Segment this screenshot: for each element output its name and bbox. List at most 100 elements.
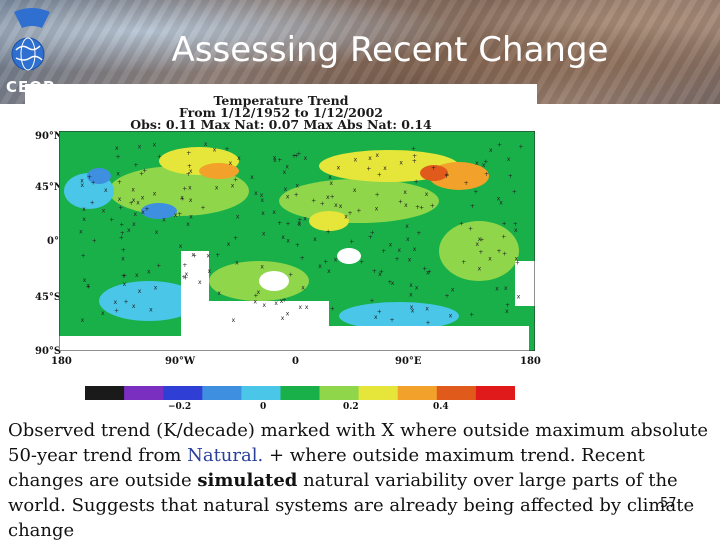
map-patch (141, 203, 177, 219)
significance-mark: + (157, 154, 162, 161)
significance-mark: + (282, 297, 287, 304)
significance-mark: x (155, 229, 159, 236)
significance-mark: + (225, 146, 230, 153)
significance-mark: + (348, 210, 353, 217)
significance-mark: x (189, 168, 193, 175)
significance-mark: x (272, 209, 276, 216)
significance-mark: x (378, 271, 382, 278)
significance-mark: x (499, 200, 503, 207)
significance-mark: x (250, 174, 254, 181)
significance-mark: x (127, 227, 131, 234)
significance-mark: + (370, 298, 375, 305)
lat-label: 45°S (35, 292, 62, 303)
caption-simulated: simulated (197, 470, 298, 491)
significance-mark: x (132, 303, 136, 310)
significance-mark: x (86, 283, 90, 290)
significance-mark: + (323, 258, 328, 265)
page-title: Assessing Recent Change (171, 30, 609, 70)
significance-mark: + (186, 171, 191, 178)
significance-mark: + (295, 242, 300, 249)
significance-mark: + (330, 194, 335, 201)
significance-mark: + (390, 317, 395, 324)
significance-mark: + (483, 158, 488, 165)
significance-mark: + (366, 166, 371, 173)
significance-mark: x (189, 213, 193, 220)
significance-mark: x (118, 196, 122, 203)
colorbar-cell (358, 386, 399, 400)
significance-mark: + (464, 180, 469, 187)
significance-mark: x (229, 160, 233, 167)
significance-mark: x (283, 169, 287, 176)
significance-mark: + (124, 298, 129, 305)
significance-mark: + (444, 171, 449, 178)
significance-mark: + (91, 179, 96, 186)
significance-mark: + (359, 259, 364, 266)
significance-mark: x (330, 180, 334, 187)
significance-mark: + (484, 171, 489, 178)
significance-mark: + (426, 319, 431, 326)
significance-mark: + (375, 192, 380, 199)
significance-mark: + (469, 312, 474, 319)
significance-mark: + (90, 199, 95, 206)
significance-mark: + (119, 235, 124, 242)
map-missing (209, 301, 329, 351)
colorbar-cell (397, 386, 438, 400)
significance-mark: x (217, 290, 221, 297)
significance-mark: + (114, 308, 119, 315)
significance-mark: + (414, 179, 419, 186)
colorbar-cell (163, 386, 203, 400)
significance-mark: + (116, 153, 121, 160)
significance-mark: x (104, 187, 108, 194)
significance-mark: x (515, 255, 519, 262)
significance-mark: x (368, 155, 372, 162)
significance-mark: x (263, 302, 267, 309)
significance-mark: x (409, 282, 413, 289)
significance-mark: x (280, 298, 284, 305)
significance-mark: x (213, 146, 217, 153)
significance-mark: + (118, 205, 123, 212)
significance-mark: x (505, 308, 509, 315)
significance-mark: x (179, 243, 183, 250)
significance-mark: + (253, 292, 258, 299)
significance-mark: + (92, 238, 97, 245)
significance-mark: x (274, 300, 278, 307)
significance-mark: + (518, 144, 523, 151)
significance-mark: + (133, 162, 138, 169)
significance-mark: x (476, 241, 480, 248)
colorbar-cell (241, 386, 281, 400)
map-missing (329, 326, 529, 351)
significance-mark: + (320, 201, 325, 208)
caption-natural: Natural. (187, 445, 264, 466)
significance-mark: + (119, 222, 124, 229)
significance-mark: + (431, 165, 436, 172)
significance-mark: + (349, 238, 354, 245)
page-number: 57 (660, 496, 677, 511)
significance-mark: x (504, 285, 508, 292)
significance-mark: + (144, 206, 149, 213)
map-missing (59, 336, 181, 351)
significance-mark: + (294, 153, 299, 160)
significance-mark: x (232, 317, 236, 324)
significance-mark: + (395, 256, 400, 263)
significance-mark: x (403, 189, 407, 196)
colorbar-tick-label: 0.4 (433, 402, 449, 412)
significance-mark: x (389, 242, 393, 249)
map-patch (420, 165, 448, 181)
significance-mark: x (254, 190, 258, 197)
significance-mark: x (262, 231, 266, 238)
significance-mark: x (478, 265, 482, 272)
significance-mark: x (134, 211, 138, 218)
significance-mark: x (82, 206, 86, 213)
significance-mark: + (508, 173, 513, 180)
colorbar-cell (280, 386, 321, 400)
significance-mark: + (292, 153, 297, 160)
significance-mark: x (406, 236, 410, 243)
significance-mark: x (123, 281, 127, 288)
significance-mark: + (182, 185, 187, 192)
significance-mark: + (478, 249, 483, 256)
significance-mark: + (412, 158, 417, 165)
significance-mark: x (80, 178, 84, 185)
significance-mark: x (138, 288, 142, 295)
significance-mark: x (334, 257, 338, 264)
significance-mark: x (411, 307, 415, 314)
